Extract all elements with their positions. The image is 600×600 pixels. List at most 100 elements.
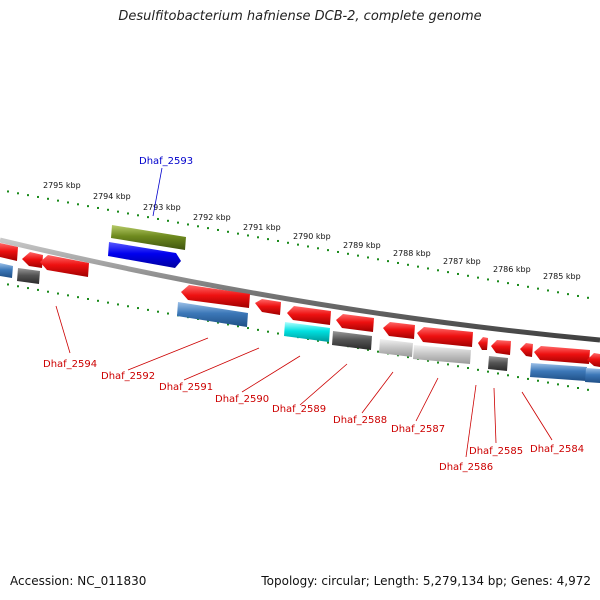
- ruler-minor-tick: [517, 283, 519, 286]
- ruler-minor-tick: [297, 243, 299, 246]
- ruler-minor-tick: [57, 292, 59, 295]
- gene-feature[interactable]: [284, 322, 330, 342]
- ruler-minor-tick: [37, 288, 39, 291]
- ruler-minor-tick: [377, 350, 379, 353]
- gene-feature[interactable]: [177, 302, 248, 327]
- forward-genes: [108, 225, 186, 268]
- gene-feature[interactable]: [17, 268, 40, 284]
- ruler-minor-tick: [517, 376, 519, 379]
- ruler-minor-tick: [497, 372, 499, 375]
- ruler-minor-tick: [407, 263, 409, 266]
- ruler-minor-tick: [287, 241, 289, 244]
- ruler-minor-tick: [27, 287, 29, 290]
- kbp-label: 2789 kbp: [343, 241, 381, 250]
- gene-feature[interactable]: [111, 225, 186, 250]
- gene-feature[interactable]: [478, 337, 488, 350]
- ruler-minor-tick: [347, 252, 349, 255]
- ruler-minor-tick: [217, 321, 219, 324]
- gene-feature[interactable]: [413, 345, 471, 364]
- gene-feature[interactable]: [379, 339, 413, 357]
- ruler-minor-tick: [57, 199, 59, 202]
- gene-feature[interactable]: [40, 255, 89, 277]
- gene-label[interactable]: Dhaf_2591: [159, 382, 213, 393]
- ruler-minor-tick: [527, 285, 529, 288]
- kbp-label: 2787 kbp: [443, 257, 481, 266]
- gene-feature[interactable]: [0, 243, 18, 261]
- gene-label[interactable]: Dhaf_2585: [469, 446, 523, 457]
- gene-feature[interactable]: [520, 343, 533, 357]
- gene-feature[interactable]: [332, 331, 372, 350]
- ruler-minor-tick: [77, 203, 79, 206]
- ruler-minor-tick: [447, 271, 449, 274]
- gene-labels: Dhaf_2593 Dhaf_2594 Dhaf_2592 Dhaf_2591 …: [43, 156, 584, 473]
- ruler-minor-tick: [587, 388, 589, 391]
- ruler-minor-tick: [577, 294, 579, 297]
- ruler-minor-tick: [317, 247, 319, 250]
- ruler-minor-tick: [37, 195, 39, 198]
- gene-label[interactable]: Dhaf_2587: [391, 424, 445, 435]
- gene-feature[interactable]: [336, 314, 374, 332]
- gene-feature[interactable]: [22, 252, 43, 268]
- ruler-minor-tick: [537, 287, 539, 290]
- gene-label[interactable]: Dhaf_2589: [272, 404, 326, 415]
- gene-label[interactable]: Dhaf_2586: [439, 462, 493, 473]
- ruler-minor-tick: [417, 265, 419, 268]
- gene-feature[interactable]: [181, 285, 250, 308]
- ruler-minor-tick: [497, 280, 499, 283]
- ruler-minor-tick: [277, 239, 279, 242]
- ruler-minor-tick: [227, 230, 229, 233]
- gene-feature[interactable]: [587, 353, 600, 367]
- ruler-minor-tick: [437, 361, 439, 364]
- gene-label[interactable]: Dhaf_2594: [43, 359, 97, 370]
- ruler-minor-tick: [87, 205, 89, 208]
- gene-feature[interactable]: [0, 263, 13, 278]
- ruler-minor-tick: [387, 260, 389, 263]
- gene-feature[interactable]: [108, 242, 181, 268]
- gene-label[interactable]: Dhaf_2588: [333, 415, 387, 426]
- kbp-label: 2788 kbp: [393, 249, 431, 258]
- kbp-label: 2791 kbp: [243, 223, 281, 232]
- ruler-minor-tick: [357, 254, 359, 257]
- ruler-minor-tick: [457, 365, 459, 368]
- kbp-label: 2795 kbp: [43, 181, 81, 190]
- ruler-minor-tick: [397, 261, 399, 264]
- ruler-minor-tick: [227, 323, 229, 326]
- gene-feature[interactable]: [530, 363, 587, 381]
- gene-feature[interactable]: [287, 306, 331, 325]
- gene-feature[interactable]: [491, 340, 511, 355]
- ruler-minor-tick: [77, 296, 79, 299]
- gene-feature[interactable]: [255, 299, 281, 315]
- ruler-minor-tick: [377, 258, 379, 261]
- ruler-minor-tick: [447, 363, 449, 366]
- ruler-minor-tick: [327, 249, 329, 252]
- gene-feature[interactable]: [534, 346, 590, 364]
- gene-label[interactable]: Dhaf_2592: [101, 371, 155, 382]
- kbp-label: 2785 kbp: [543, 272, 581, 281]
- ruler-minor-tick: [487, 278, 489, 281]
- gene-feature[interactable]: [383, 322, 415, 339]
- kbp-label: 2790 kbp: [293, 232, 331, 241]
- ruler-minor-tick: [107, 208, 109, 211]
- ruler-minor-tick: [457, 272, 459, 275]
- gene-feature[interactable]: [488, 356, 508, 371]
- ruler-minor-tick: [127, 212, 129, 215]
- gene-label[interactable]: Dhaf_2593: [139, 156, 193, 167]
- ruler-minor-tick: [237, 325, 239, 328]
- leader-lines: [55, 167, 553, 458]
- ruler-minor-tick: [367, 256, 369, 259]
- genome-backbone: [0, 237, 600, 343]
- ruler-minor-tick: [477, 368, 479, 371]
- gene-label[interactable]: Dhaf_2584: [530, 444, 584, 455]
- ruler-minor-tick: [247, 234, 249, 237]
- ruler-minor-tick: [267, 330, 269, 333]
- reverse-genes: [0, 243, 600, 383]
- gene-feature[interactable]: [417, 327, 473, 347]
- genome-summary-text: Topology: circular; Length: 5,279,134 bp…: [261, 574, 591, 588]
- ruler-minor-tick: [547, 289, 549, 292]
- ruler-minor-tick: [547, 381, 549, 384]
- ruler-minor-tick: [157, 310, 159, 313]
- gene-feature[interactable]: [585, 368, 600, 383]
- ruler-minor-tick: [477, 276, 479, 279]
- gene-label[interactable]: Dhaf_2590: [215, 394, 269, 405]
